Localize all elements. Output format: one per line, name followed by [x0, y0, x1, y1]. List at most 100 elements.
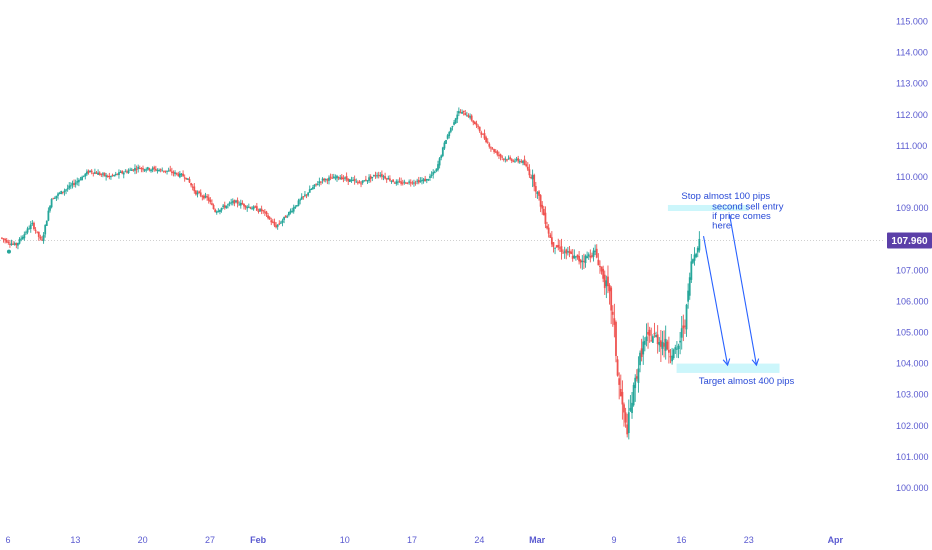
- candle-body: [198, 191, 201, 193]
- stop-zone: [667, 204, 749, 211]
- candle: [631, 391, 633, 419]
- candle: [142, 165, 144, 173]
- candle-body: [247, 206, 250, 208]
- candle-body: [618, 378, 621, 385]
- candle: [190, 182, 192, 188]
- candle: [565, 248, 568, 260]
- candle-body: [161, 170, 164, 172]
- candle: [504, 156, 507, 163]
- candle: [611, 305, 614, 327]
- candle: [498, 151, 500, 159]
- candle-body: [528, 169, 531, 176]
- candle: [382, 174, 385, 181]
- candle: [552, 241, 555, 253]
- candle: [401, 179, 404, 186]
- candle: [166, 170, 168, 175]
- candle-body: [73, 183, 75, 185]
- candle: [148, 167, 151, 172]
- candle: [71, 180, 74, 189]
- candle-body: [692, 259, 694, 263]
- candle-body: [174, 172, 176, 175]
- candle-body: [454, 118, 457, 124]
- candle-body: [20, 238, 23, 240]
- candle: [480, 130, 483, 138]
- candle-body: [122, 172, 125, 175]
- candle-body: [514, 160, 516, 162]
- candle: [315, 183, 318, 187]
- candle-body: [433, 171, 436, 173]
- candle: [499, 153, 502, 161]
- candle: [82, 175, 85, 178]
- candle: [167, 167, 170, 172]
- candle-body: [467, 115, 470, 117]
- candle-body: [111, 174, 114, 176]
- candle: [118, 169, 120, 179]
- candle: [530, 174, 532, 180]
- candle-body: [552, 242, 555, 247]
- target-label: Target almost 400 pips: [699, 376, 795, 387]
- candle: [671, 347, 673, 365]
- candle: [462, 110, 465, 116]
- candle-body: [268, 217, 271, 220]
- candle: [235, 199, 237, 203]
- candle: [102, 171, 104, 178]
- candle-body: [193, 186, 196, 192]
- candle: [329, 173, 332, 181]
- candle: [531, 169, 534, 188]
- candle: [87, 169, 90, 175]
- candle: [198, 190, 201, 194]
- candle: [467, 113, 470, 118]
- candle-body: [432, 172, 435, 175]
- candle-body: [674, 347, 677, 350]
- candle: [356, 180, 359, 185]
- candle-body: [355, 181, 358, 183]
- candle-body: [243, 203, 245, 207]
- candle-body: [491, 148, 494, 150]
- candle-body: [430, 174, 433, 176]
- candle: [389, 175, 391, 182]
- candle-body: [653, 333, 656, 335]
- candle: [478, 126, 481, 133]
- candle: [134, 164, 136, 175]
- candle-body: [148, 168, 151, 171]
- candle-body: [135, 168, 138, 170]
- y-axis[interactable]: 100.000 101.000 102.000 103.000 104.000 105.0…: [896, 17, 929, 494]
- candle: [66, 184, 69, 192]
- candle: [65, 189, 67, 195]
- candle-body: [55, 195, 58, 198]
- candle-body: [214, 209, 217, 212]
- candle-body: [462, 110, 465, 113]
- candle-body: [329, 176, 332, 178]
- candle-body: [215, 211, 218, 213]
- candle-body: [642, 341, 645, 355]
- candle: [116, 173, 119, 176]
- candle-body: [671, 355, 673, 362]
- candle: [69, 182, 72, 190]
- candle-body: [522, 160, 524, 163]
- candle: [212, 203, 215, 210]
- candle: [647, 322, 649, 349]
- candle: [435, 168, 438, 173]
- candle: [574, 256, 577, 261]
- candle-body: [344, 177, 346, 179]
- candle-body: [350, 179, 353, 181]
- candle: [650, 327, 653, 342]
- candle: [138, 165, 141, 170]
- candle: [63, 188, 66, 196]
- x-axis[interactable]: 6 13 20 27 Feb 10 17 24 Mar 9 16 23 Apr: [5, 535, 843, 545]
- candle-body: [493, 149, 496, 152]
- candle: [643, 337, 646, 352]
- candle-body: [651, 336, 654, 343]
- candle: [698, 231, 701, 253]
- candle: [632, 382, 635, 407]
- candle-body: [45, 220, 48, 226]
- candle: [350, 176, 353, 183]
- candle: [584, 254, 587, 268]
- candle: [414, 180, 417, 186]
- y-tick-label: 109.000: [896, 203, 929, 213]
- y-tick-label: 103.000: [896, 390, 929, 400]
- candle-body: [332, 176, 335, 179]
